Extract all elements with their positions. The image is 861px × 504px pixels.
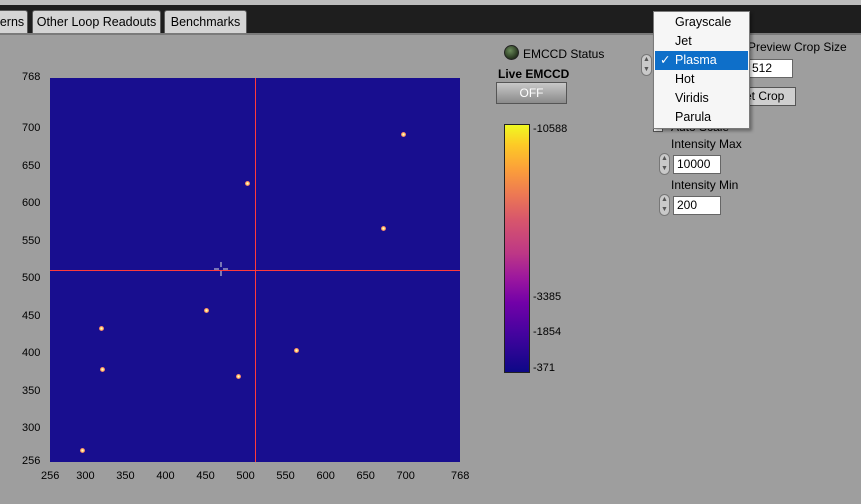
colorbar-tick-label: -371 <box>533 362 556 374</box>
colormap-option-jet[interactable]: Jet <box>655 32 748 51</box>
x-tick-label: 700 <box>396 470 415 482</box>
intensity-min-label: Intensity Min <box>671 178 739 192</box>
x-tick-label: 300 <box>76 470 95 482</box>
preview-crop-size-field[interactable]: 512 <box>748 59 793 78</box>
colorbar-plasma <box>504 124 530 373</box>
down-arrow-icon: ▼ <box>643 66 650 73</box>
colormap-option-viridis[interactable]: Viridis <box>655 89 748 108</box>
checkmark-icon: ✓ <box>660 53 671 67</box>
y-tick-label: 500 <box>22 272 41 284</box>
x-tick-label: 768 <box>451 470 470 482</box>
cursor-vertical-line[interactable] <box>255 78 256 462</box>
bright-spot <box>236 374 242 379</box>
colormap-selector-spinner[interactable]: ▲ ▼ <box>641 54 652 76</box>
y-tick-label: 768 <box>22 71 41 83</box>
window-top-strip <box>0 0 861 5</box>
tab-patterns[interactable]: erns <box>0 10 28 33</box>
bright-spot <box>400 131 406 137</box>
x-tick-label: 550 <box>276 470 295 482</box>
y-tick-label: 600 <box>22 197 41 209</box>
colorbar-tick-label: -1854 <box>533 326 562 338</box>
intensity-min-field[interactable]: 200 <box>673 196 721 215</box>
x-tick-label: 350 <box>116 470 135 482</box>
live-emccd-toggle-button[interactable]: OFF <box>496 82 567 104</box>
y-tick-label: 256 <box>22 455 41 467</box>
bright-spot <box>203 308 209 313</box>
colormap-option-parula[interactable]: Parula <box>655 108 748 127</box>
colorbar-tick-label: -10588 <box>533 123 568 135</box>
x-tick-label: 450 <box>196 470 215 482</box>
tab-label: Benchmarks <box>170 15 241 29</box>
y-tick-label: 700 <box>22 122 41 134</box>
bright-spot <box>294 347 300 353</box>
tab-underline <box>0 33 861 35</box>
x-tick-label: 600 <box>316 470 335 482</box>
down-arrow-icon: ▼ <box>661 206 668 213</box>
bright-spot <box>245 181 251 187</box>
menu-item-label: Viridis <box>675 91 709 105</box>
menu-item-label: Jet <box>675 34 692 48</box>
intensity-max-spinner[interactable]: ▲ ▼ <box>659 153 670 175</box>
colorbar-tick-label: -3385 <box>533 291 562 303</box>
up-arrow-icon: ▲ <box>661 155 668 162</box>
x-tick-label: 400 <box>156 470 175 482</box>
menu-item-label: Hot <box>675 72 695 86</box>
x-tick-label: 500 <box>236 470 255 482</box>
colormap-dropdown-menu[interactable]: Grayscale Jet ✓ Plasma Hot Viridis Parula <box>653 11 750 129</box>
y-tick-label: 350 <box>22 384 41 397</box>
x-tick-label: 650 <box>356 470 375 482</box>
emccd-status-label: EMCCD Status <box>523 47 605 61</box>
y-tick-label: 400 <box>22 347 41 359</box>
live-emccd-label: Live EMCCD <box>498 67 570 81</box>
intensity-max-label: Intensity Max <box>671 137 742 151</box>
crosshair-cursor-icon <box>214 262 228 276</box>
colormap-option-grayscale[interactable]: Grayscale <box>655 13 748 32</box>
bright-spot <box>79 447 85 453</box>
colormap-option-plasma[interactable]: ✓ Plasma <box>655 51 748 70</box>
up-arrow-icon: ▲ <box>643 56 650 63</box>
x-tick-label: 256 <box>41 470 60 482</box>
bright-spot <box>98 326 104 331</box>
y-tick-label: 450 <box>22 309 41 322</box>
colormap-option-hot[interactable]: Hot <box>655 70 748 89</box>
tab-label: erns <box>0 15 25 29</box>
y-tick-label: 650 <box>22 159 41 172</box>
menu-item-label: Parula <box>675 110 712 124</box>
intensity-max-field[interactable]: 10000 <box>673 155 721 174</box>
intensity-min-spinner[interactable]: ▲ ▼ <box>659 194 670 216</box>
set-crop-button[interactable]: et Crop <box>742 87 796 106</box>
menu-item-label: Plasma <box>675 53 717 67</box>
menu-item-label: Grayscale <box>675 15 732 29</box>
preview-crop-size-label: Preview Crop Size <box>748 40 847 54</box>
up-arrow-icon: ▲ <box>661 196 668 203</box>
bright-spot <box>100 367 106 373</box>
down-arrow-icon: ▼ <box>661 165 668 172</box>
tab-label: Other Loop Readouts <box>36 15 157 29</box>
emccd-status-led <box>504 45 519 60</box>
y-tick-label: 300 <box>22 422 41 434</box>
y-tick-label: 550 <box>22 234 41 247</box>
tab-benchmarks[interactable]: Benchmarks <box>164 10 247 33</box>
bright-spot <box>380 226 386 232</box>
tab-other-loop-readouts[interactable]: Other Loop Readouts <box>32 10 161 33</box>
